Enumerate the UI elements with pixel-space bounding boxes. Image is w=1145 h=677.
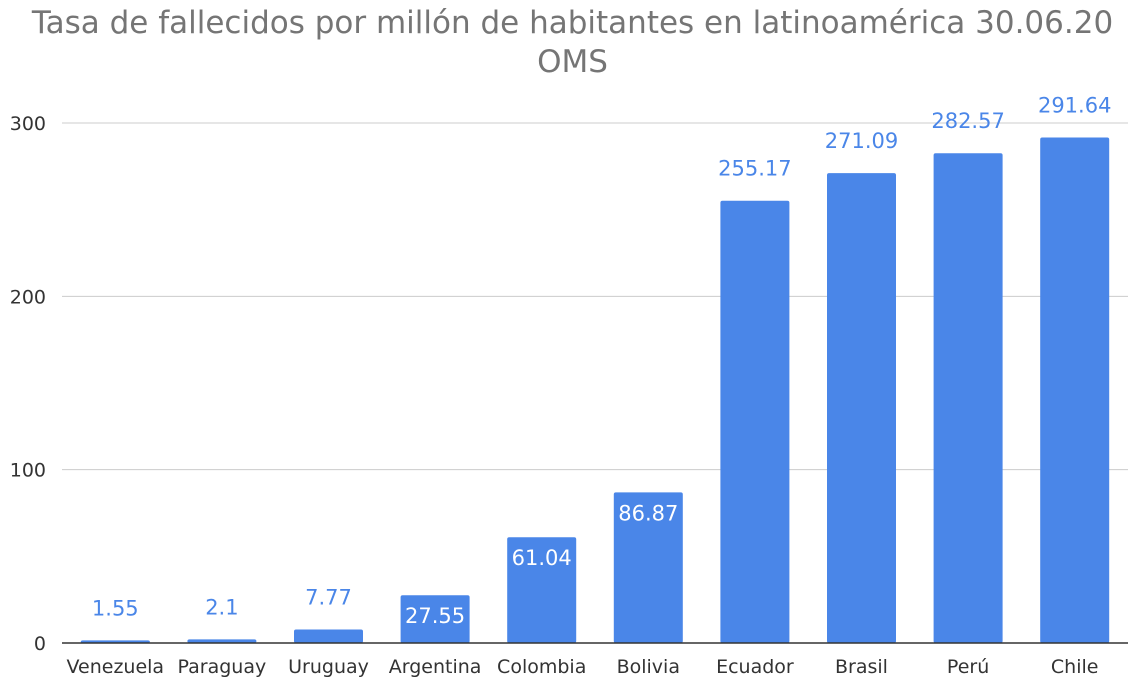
- data-label: 86.87: [618, 501, 678, 525]
- bar: [1040, 137, 1110, 643]
- y-tick-label: 0: [34, 633, 46, 655]
- data-label: 7.77: [305, 586, 352, 610]
- bar: [507, 537, 577, 643]
- y-tick-label: 100: [10, 460, 46, 482]
- bar: [827, 173, 896, 644]
- x-tick-label: Argentina: [389, 656, 482, 677]
- axes: 0 100 200 300 Venezuela Paraguay Uruguay Argent…: [10, 113, 1128, 677]
- data-label: 27.55: [405, 604, 465, 628]
- data-label: 271.09: [825, 129, 898, 153]
- x-tick-label: Perú: [947, 656, 989, 677]
- bar: [187, 639, 257, 643]
- data-label: 291.64: [1038, 93, 1111, 117]
- chart-title: Tasa de fallecidos por millón de habitan…: [31, 5, 1114, 80]
- x-tick-label: Bolivia: [617, 656, 680, 677]
- bars: [80, 137, 1110, 644]
- x-tick-label: Ecuador: [716, 656, 794, 677]
- data-labels: 1.55 2.1 7.77 27.55 61.04 86.87 255.17 271.09 28…: [92, 93, 1112, 628]
- data-label: 2.1: [205, 595, 238, 619]
- bar: [720, 200, 790, 644]
- bar: [933, 153, 1003, 643]
- bar: [613, 492, 683, 643]
- data-label: 255.17: [718, 157, 791, 181]
- x-tick-label: Brasil: [835, 656, 888, 677]
- x-tick-label: Paraguay: [178, 656, 267, 677]
- data-label: 1.55: [92, 596, 139, 620]
- bar: [400, 595, 470, 643]
- y-tick-label: 200: [10, 286, 46, 308]
- x-tick-label: Uruguay: [288, 656, 369, 677]
- x-tick-label: Chile: [1051, 656, 1099, 677]
- x-tick-label: Colombia: [497, 656, 586, 677]
- data-label: 61.04: [512, 546, 572, 570]
- x-tick-label: Venezuela: [67, 656, 165, 677]
- y-tick-label: 300: [10, 113, 46, 135]
- bar: [294, 629, 363, 643]
- data-label: 282.57: [931, 109, 1004, 133]
